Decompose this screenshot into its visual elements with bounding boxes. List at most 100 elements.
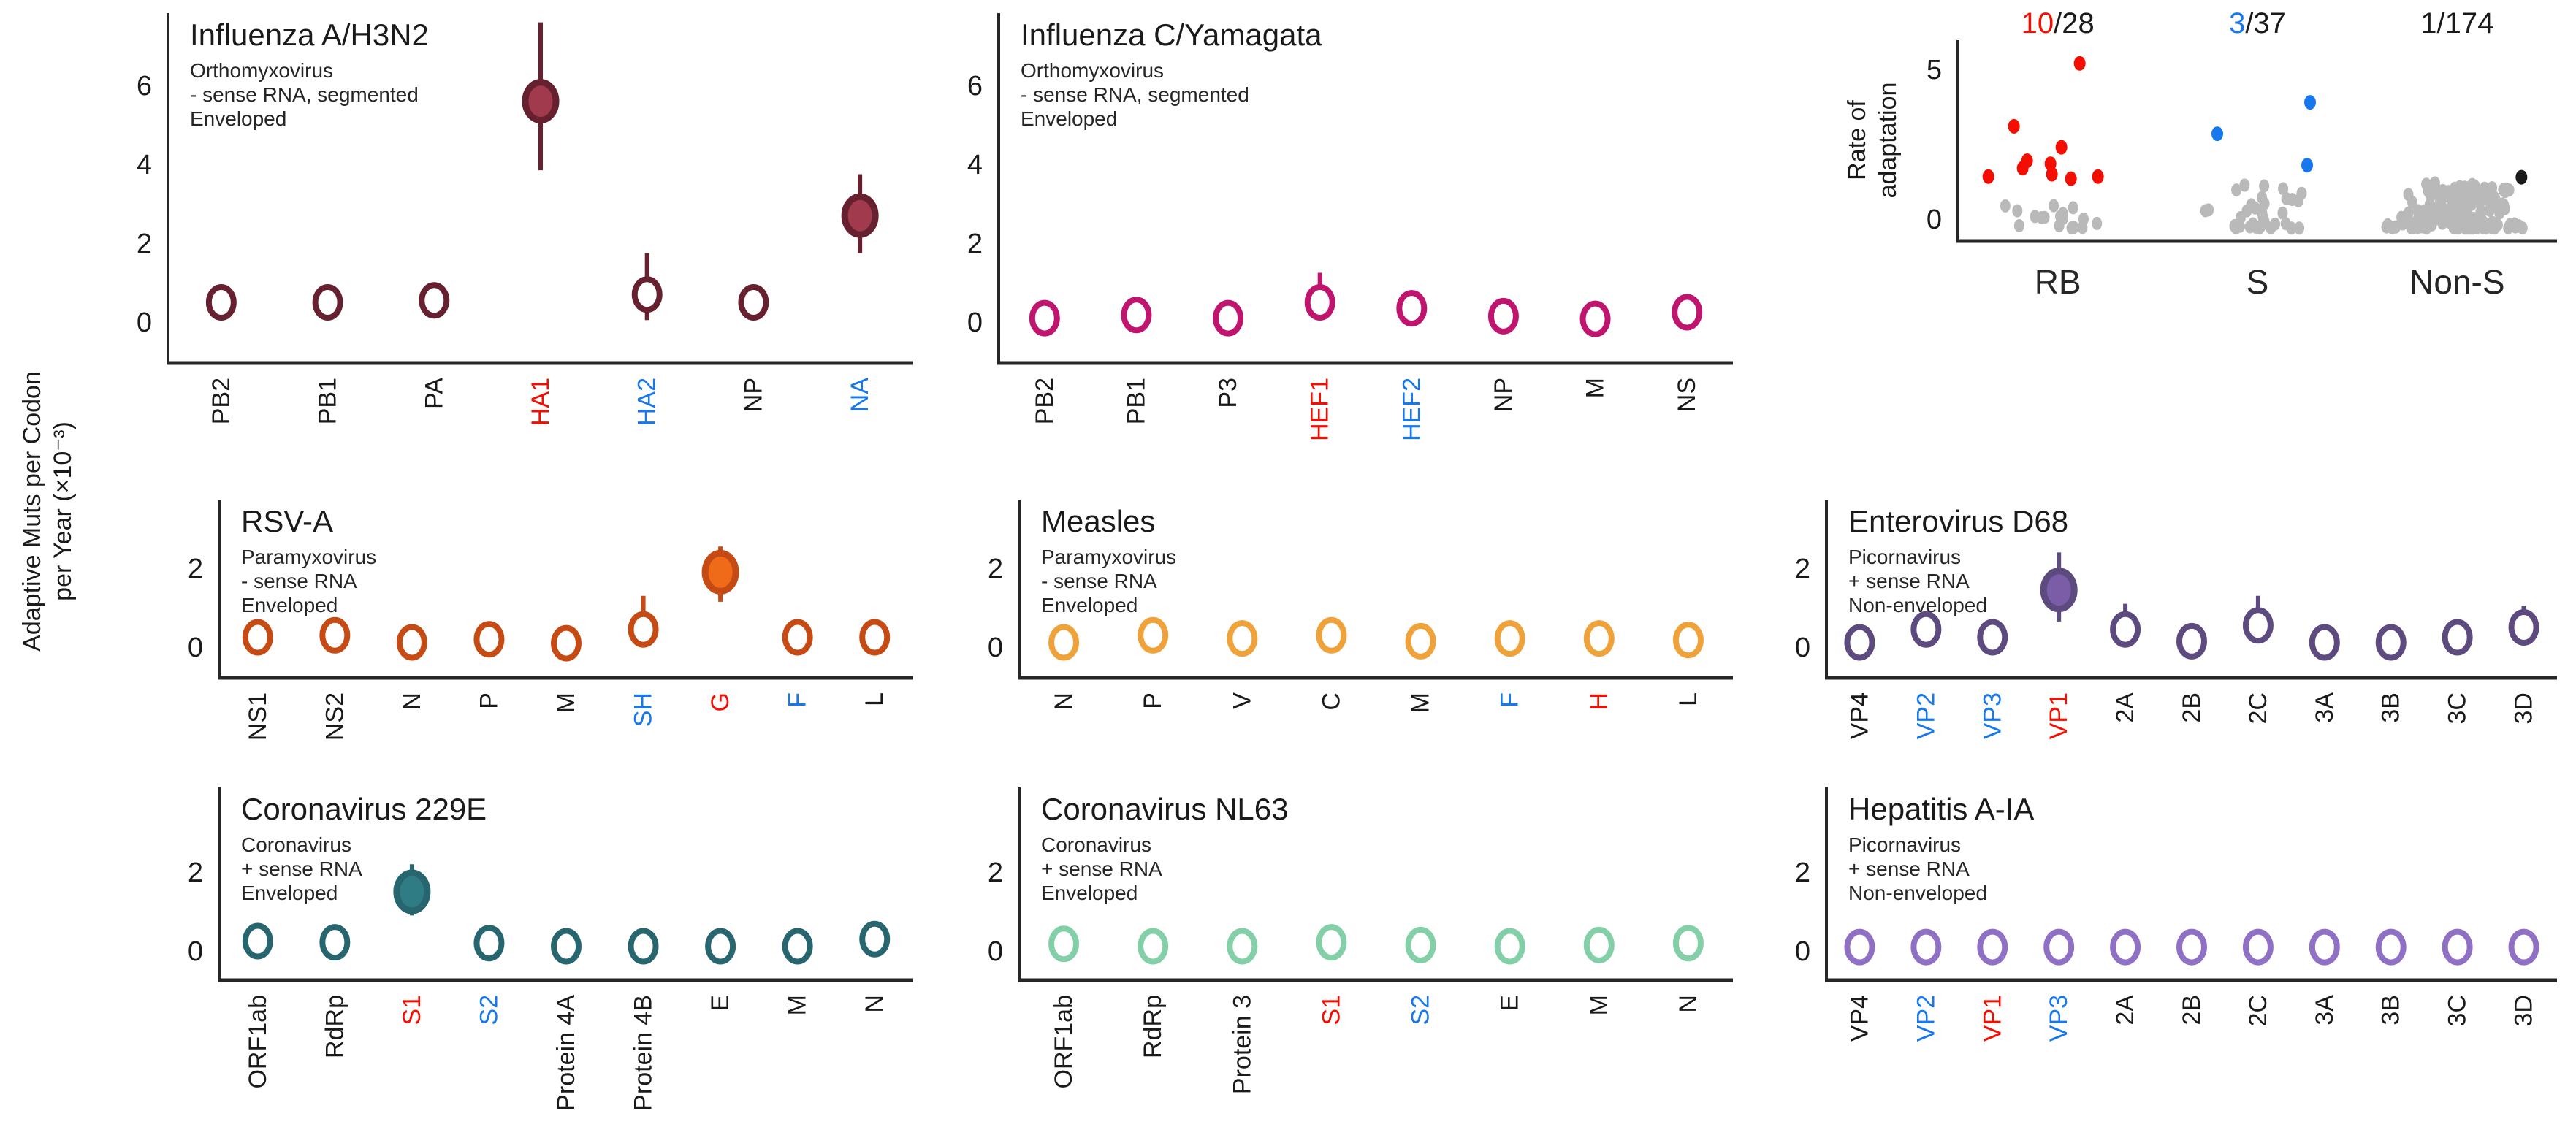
gray-point	[2403, 188, 2414, 202]
panel-influenza-c-yamagata: 0 2 4 6 Influenza C/Yamagata Orthomyxovirus- …	[967, 13, 1733, 441]
data-point-open	[2309, 928, 2340, 966]
data-point-open	[551, 928, 582, 965]
gray-point	[2437, 216, 2448, 230]
panel-enterovirus-d68: 0 2 Enterovirus D68 Picornavirus+ sense RNA…	[1795, 500, 2557, 739]
panel-title: RSV-A	[241, 504, 333, 538]
y-tick-label: 4	[967, 150, 983, 180]
gray-point	[2000, 199, 2011, 213]
data-point-open	[1138, 928, 1169, 965]
data-point-open	[551, 624, 582, 662]
x-tick-label: Protein 3	[1228, 995, 1256, 1094]
gray-point	[2475, 218, 2486, 232]
data-point-open	[782, 928, 813, 965]
category-label: RB	[2035, 263, 2081, 301]
gray-point	[2487, 187, 2498, 201]
data-point-open	[1121, 297, 1152, 334]
x-tick-label: VP3	[1978, 692, 2006, 739]
data-point-open	[1910, 611, 1942, 648]
x-tick-label: PA	[420, 378, 448, 409]
x-tick-label: C	[1317, 692, 1345, 711]
count-annotation: 10/28	[2021, 7, 2095, 39]
group-non-s: 1/174 Non-S	[2381, 7, 2528, 301]
panel-title: Enterovirus D68	[1848, 504, 2068, 538]
gray-point	[2259, 196, 2270, 210]
data-point-open	[1048, 925, 1080, 963]
data-point-open	[2442, 928, 2473, 966]
x-tick-label: VP1	[1978, 995, 2006, 1042]
gene-vp4: VP4	[1844, 928, 1875, 1042]
x-tick-label: L	[1674, 692, 1702, 706]
x-tick-label: Protein 4A	[552, 995, 580, 1111]
panel-subtitle-line: + sense RNA	[1848, 570, 1970, 592]
data-point-open	[859, 920, 891, 958]
data-point-open	[1316, 616, 1347, 654]
gene-2a: 2A	[2110, 603, 2141, 723]
panel-title: Influenza A/H3N2	[190, 18, 429, 52]
x-tick-label: P	[1139, 692, 1167, 709]
gray-point	[2449, 209, 2460, 223]
x-tick-label: 3C	[2444, 692, 2472, 724]
gene-m: M	[782, 928, 813, 1015]
data-point-open	[1672, 622, 1704, 659]
gray-point	[2244, 220, 2255, 234]
y-tick-label: 0	[1927, 205, 1942, 235]
panel-rsv-a: 0 2 RSV-A Paramyxovirus- sense RNAEnveloped…	[188, 500, 913, 741]
data-point-open	[1494, 928, 1525, 965]
y-tick-label: 4	[137, 150, 152, 180]
gene-ha1: HA1	[522, 22, 560, 426]
gene-vp4: VP4	[1844, 624, 1875, 739]
x-tick-label: VP2	[1912, 995, 1940, 1042]
count-annotation: 1/174	[2420, 7, 2493, 39]
x-tick-label: NA	[846, 378, 874, 413]
panel-title: Coronavirus 229E	[241, 792, 487, 826]
gene-p3: P3	[1213, 299, 1244, 408]
y-tick-label: 5	[1927, 55, 1942, 85]
x-tick-label: 3C	[2444, 995, 2472, 1026]
data-point-open	[1977, 928, 2008, 966]
gray-point	[2286, 221, 2297, 235]
data-point-open	[1227, 620, 1258, 657]
gray-point	[2012, 204, 2023, 218]
gene-rdrp: RdRp	[319, 924, 351, 1058]
figure-y-axis-label-line: Adaptive Muts per Codon	[18, 371, 46, 652]
panel-subtitle-line: Enveloped	[1041, 594, 1138, 616]
data-point-open	[1844, 624, 1875, 661]
gene-3c: 3C	[2442, 928, 2473, 1026]
x-tick-label: PB1	[1122, 378, 1150, 424]
x-tick-label: HEF2	[1398, 378, 1425, 441]
data-point-open	[473, 621, 505, 658]
x-tick-label: HEF1	[1306, 378, 1334, 441]
gene-3b: 3B	[2375, 928, 2407, 1025]
data-point-open	[1304, 284, 1335, 321]
gene-n: N	[1672, 925, 1704, 1013]
gray-point	[2421, 177, 2432, 191]
figure-y-axis-label-line: per Year (×10⁻³)	[49, 421, 77, 601]
panel-subtitle-line: Enveloped	[190, 107, 286, 130]
gray-point	[2403, 206, 2414, 220]
panel-subtitle-line: - sense RNA	[1041, 570, 1157, 592]
x-tick-label: 3B	[2377, 995, 2405, 1025]
x-tick-label: L	[861, 692, 888, 706]
y-tick-label: 0	[988, 936, 1003, 967]
x-tick-label: HA2	[633, 378, 661, 426]
y-tick-label: 0	[1795, 633, 1810, 663]
gene-np: NP	[738, 284, 769, 412]
gene-ns1: NS1	[242, 619, 273, 741]
panel-influenza-a-h3n2: 0 2 4 6 Influenza A/H3N2 Orthomyxovirus- sens…	[137, 13, 913, 426]
data-point-open	[473, 925, 505, 962]
gene-n: N	[1048, 624, 1080, 711]
data-point-open	[705, 928, 736, 965]
highlight-point	[2008, 118, 2020, 134]
panel-hepatitis-a-ia: 0 2 Hepatitis A-IA Picornavirus+ sense RNAN…	[1795, 787, 2557, 1042]
panel-measles: 0 2 Measles Paramyxovirus- sense RNAEnvelop…	[988, 500, 1733, 713]
gene-ns2: NS2	[319, 616, 351, 741]
x-tick-label: N	[1050, 692, 1078, 711]
data-point-open	[396, 624, 427, 661]
data-point-open	[2043, 928, 2075, 966]
x-tick-label: VP3	[2045, 995, 2073, 1042]
y-tick-label: 2	[967, 229, 983, 259]
gray-point	[2054, 219, 2065, 233]
x-tick-label: 2A	[2111, 692, 2139, 723]
x-tick-label: 2A	[2111, 995, 2139, 1025]
